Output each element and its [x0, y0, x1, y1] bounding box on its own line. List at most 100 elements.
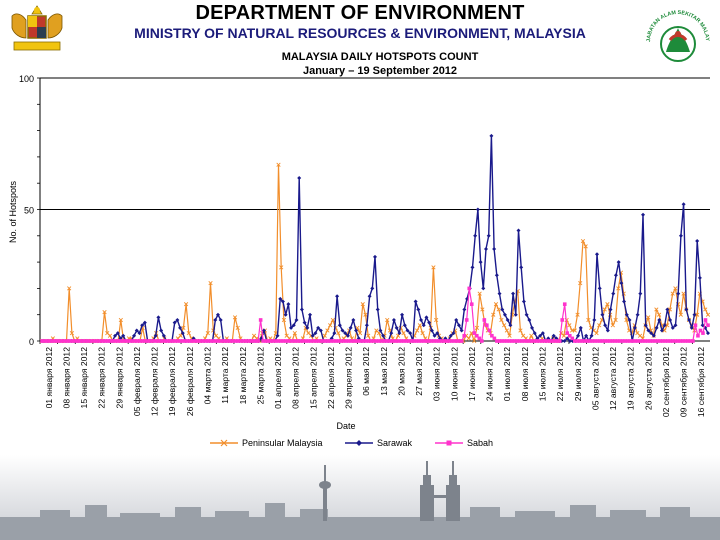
data-point: [394, 339, 399, 343]
data-point: [585, 339, 590, 343]
data-point: [462, 307, 467, 312]
data-point: [578, 281, 583, 286]
data-point: [456, 323, 461, 328]
data-point: [449, 339, 454, 343]
data-point: [251, 339, 255, 343]
data-point: [588, 339, 592, 343]
data-point: [570, 336, 575, 341]
data-point: [175, 339, 180, 343]
data-point: [178, 333, 183, 338]
data-point: [551, 333, 556, 338]
data-point: [85, 339, 90, 343]
data-point: [668, 339, 673, 343]
data-point: [324, 339, 328, 343]
data-point: [513, 312, 518, 317]
data-point: [575, 339, 580, 343]
data-point: [651, 333, 656, 338]
data-point: [389, 331, 394, 336]
data-point: [215, 312, 220, 317]
data-point: [310, 333, 315, 338]
data-point: [102, 309, 107, 315]
data-point: [407, 339, 411, 343]
data-point: [474, 325, 480, 330]
y-axis-label: No. of Hotspots: [8, 180, 18, 243]
x-tick-label: 09 сентября 2012: [679, 347, 689, 417]
data-point: [226, 339, 230, 343]
ministry-title: MINISTRY OF NATURAL RESOURCES & ENVIRONM…: [134, 25, 586, 41]
data-point: [495, 339, 499, 343]
data-point: [490, 333, 494, 338]
data-point: [281, 339, 286, 343]
data-point: [201, 339, 205, 343]
data-point: [454, 317, 459, 322]
data-point: [437, 339, 441, 343]
legend-swatch-marker: [356, 440, 362, 446]
data-point: [665, 323, 670, 328]
data-point: [422, 339, 426, 343]
data-point: [610, 323, 615, 328]
data-point: [512, 339, 517, 343]
data-point: [701, 331, 705, 335]
data-point: [316, 325, 321, 330]
data-point: [180, 339, 185, 343]
data-point: [420, 330, 425, 336]
data-point: [283, 339, 288, 343]
data-point: [276, 162, 281, 167]
x-tick-label: 25 марта 2012: [255, 347, 265, 405]
data-point: [361, 339, 366, 343]
data-point: [304, 339, 308, 343]
x-tick-label: 17 июня 2012: [467, 347, 477, 401]
data-point: [448, 333, 453, 338]
data-point: [481, 286, 486, 291]
data-point: [319, 339, 323, 343]
data-point: [640, 339, 645, 343]
data-point: [168, 339, 172, 343]
data-point: [90, 339, 95, 343]
data-point: [427, 320, 432, 325]
x-tick-label: 12 августа 2012: [608, 347, 618, 410]
data-point: [610, 339, 615, 343]
data-point: [472, 331, 477, 335]
data-point: [618, 339, 622, 343]
data-point: [351, 339, 356, 343]
data-point: [397, 331, 402, 336]
data-point: [619, 281, 624, 286]
data-point: [256, 339, 260, 343]
legend-swatch-marker: [446, 440, 452, 446]
data-point: [416, 307, 421, 312]
data-point: [521, 299, 526, 304]
data-point: [326, 339, 331, 343]
data-point: [253, 339, 258, 343]
data-point: [603, 339, 607, 343]
data-point: [434, 339, 439, 343]
data-point: [271, 339, 276, 343]
data-point: [238, 339, 243, 343]
data-point: [633, 339, 637, 343]
data-point: [580, 238, 586, 244]
data-point: [442, 339, 446, 343]
data-point: [354, 328, 359, 333]
data-point: [87, 339, 92, 343]
data-point: [399, 339, 404, 343]
data-point: [366, 333, 371, 338]
data-point: [493, 302, 499, 307]
data-point: [429, 328, 434, 333]
data-point: [221, 339, 225, 343]
data-point: [628, 339, 632, 343]
data-point: [654, 325, 659, 330]
x-tick-label: 04 марта 2012: [203, 347, 213, 405]
data-point: [349, 339, 353, 343]
data-point: [374, 339, 379, 343]
x-tick-label: 20 мая 2012: [396, 347, 406, 396]
data-point: [492, 246, 497, 251]
data-point: [466, 336, 471, 341]
data-point: [572, 328, 577, 333]
x-tick-label: 01 апреля 2012: [273, 347, 283, 409]
data-point: [706, 323, 710, 328]
data-point: [408, 331, 413, 336]
data-point: [363, 312, 368, 317]
data-point: [314, 339, 318, 343]
data-point: [153, 333, 158, 338]
data-point: [532, 331, 537, 336]
data-point: [447, 339, 451, 343]
